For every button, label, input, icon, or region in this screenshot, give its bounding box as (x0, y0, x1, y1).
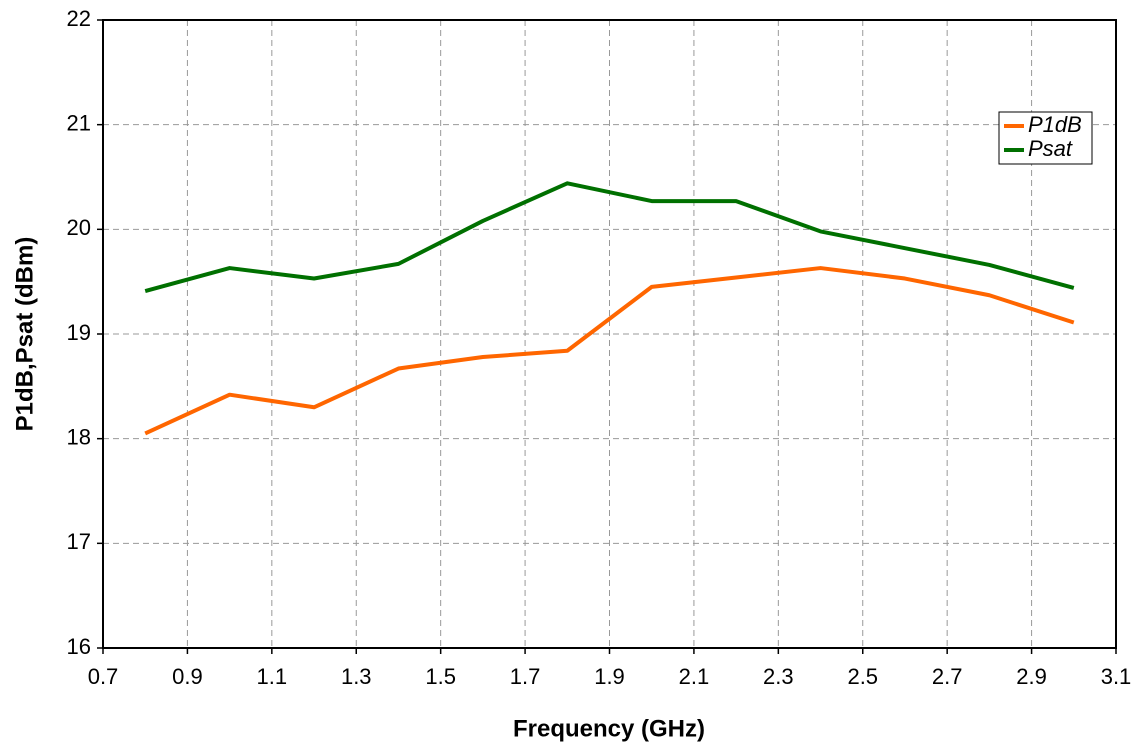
series-line (144, 181, 1075, 294)
x-tick-label: 1.3 (341, 664, 372, 689)
x-tick-label: 1.9 (594, 664, 625, 689)
x-tick-label: 2.1 (679, 664, 710, 689)
y-tick-label: 19 (67, 320, 91, 345)
x-tick-label: 2.9 (1016, 664, 1047, 689)
plot-frame (102, 19, 1117, 649)
y-tick-label: 16 (67, 634, 91, 659)
y-tick-label: 18 (67, 424, 91, 449)
x-tick-label: 1.5 (425, 664, 456, 689)
y-tick-label: 17 (67, 529, 91, 554)
x-axis-title: Frequency (GHz) (513, 715, 705, 742)
legend-label: P1dB (1028, 112, 1082, 137)
x-tick-label: 1.7 (510, 664, 541, 689)
x-tick-label: 0.7 (88, 664, 119, 689)
legend-label: Psat (1028, 136, 1073, 161)
y-tick-label: 22 (67, 6, 91, 31)
legend-box (998, 111, 1093, 165)
x-tick-label: 1.1 (257, 664, 288, 689)
x-tick-label: 2.5 (847, 664, 878, 689)
y-tick-label: 21 (67, 110, 91, 135)
y-axis-title: P1dB,Psat (dBm) (11, 237, 38, 432)
x-tick-label: 3.1 (1101, 664, 1132, 689)
x-tick-label: 2.7 (932, 664, 963, 689)
y-tick-label: 20 (67, 215, 91, 240)
series-line (144, 266, 1075, 436)
x-tick-label: 2.3 (763, 664, 794, 689)
x-tick-label: 0.9 (172, 664, 203, 689)
